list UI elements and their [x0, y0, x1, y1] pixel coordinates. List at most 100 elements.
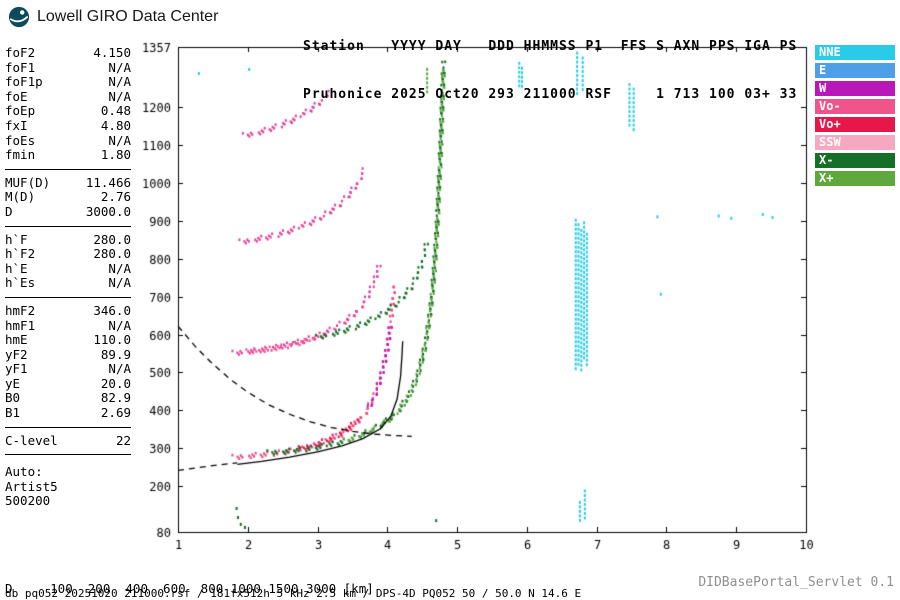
param-label: M(D) — [5, 189, 36, 205]
station-header-line2: Pruhonice 2025 Oct20 293 211000 RSF 1 71… — [303, 87, 798, 102]
param-value: N/A — [108, 74, 131, 90]
param-row: Auto: — [5, 465, 131, 480]
app-logo: Lowell GIRO Data Center — [8, 6, 218, 28]
param-row: D 3000.0 — [5, 203, 131, 220]
param-row: foF2 4.150 — [5, 45, 131, 61]
giro-globe-icon — [8, 6, 30, 28]
status-line: db pq052 20251020 211000.rsf / 181fx512h… — [5, 587, 582, 600]
doppler-direction-legend: NNE E W Vo- Vo+ SSW X- X+ — [815, 45, 895, 189]
param-row: fmin 1.80 — [5, 148, 131, 163]
param-label: 500200 — [5, 493, 51, 509]
param-label: foF1p — [5, 74, 43, 90]
legend-item-nne: NNE — [815, 45, 895, 60]
param-value: 280.0 — [93, 246, 131, 262]
param-row: hmF1 N/A — [5, 317, 131, 334]
param-row: h`E N/A — [5, 260, 131, 277]
param-value: 2.69 — [100, 405, 131, 421]
param-row: foE N/A — [5, 88, 131, 105]
param-value: N/A — [108, 260, 131, 276]
param-group: hmF2 346.0 hmF1 N/A hmE 110.0 yF2 89.9 yF1 N/A yE 2… — [5, 296, 131, 426]
param-row: MUF(D) 11.466 — [5, 174, 131, 191]
param-group: MUF(D) 11.466 M(D) 2.76 D 3000.0 — [5, 168, 131, 225]
legend-item-w: W — [815, 81, 895, 96]
param-label: yF2 — [5, 346, 28, 362]
legend-item-vo: Vo+ — [815, 117, 895, 132]
param-group: foF2 4.150 foF1 N/A foF1p N/A foE N/A foEp 0.48 fx… — [5, 44, 131, 168]
param-label: h`F — [5, 231, 28, 247]
param-row: h`Es N/A — [5, 276, 131, 291]
param-label: foEp — [5, 103, 36, 119]
param-label: foF2 — [5, 45, 36, 60]
param-row: foF1p N/A — [5, 75, 131, 90]
param-row: h`F 280.0 — [5, 231, 131, 248]
param-label: hmF2 — [5, 302, 36, 318]
param-value: 1.80 — [100, 147, 131, 163]
param-value: N/A — [108, 275, 131, 291]
param-row: yE 20.0 — [5, 375, 131, 392]
param-label: fxI — [5, 117, 28, 133]
param-row: foF1 N/A — [5, 59, 131, 76]
param-label: MUF(D) — [5, 174, 51, 190]
param-row: Artist5 — [5, 478, 131, 495]
param-value: 3000.0 — [85, 203, 131, 219]
param-value: 110.0 — [93, 332, 131, 348]
param-label: B1 — [5, 405, 21, 421]
param-value: 346.0 — [93, 302, 131, 318]
param-value: 0.48 — [100, 103, 131, 119]
app-logo-text: Lowell GIRO Data Center — [37, 8, 219, 25]
param-row: B0 82.9 — [5, 391, 131, 406]
param-value: 4.80 — [100, 117, 131, 133]
muf-distance-table: D 100 200 400 600 800 1000 1500 3000 [km… — [5, 553, 381, 600]
param-label: h`F2 — [5, 246, 36, 262]
param-label: Auto: — [5, 464, 43, 480]
legend-item-x: X+ — [815, 171, 895, 186]
param-label: yF1 — [5, 361, 28, 377]
param-value: N/A — [108, 132, 131, 148]
param-value: 11.466 — [85, 174, 131, 190]
param-label: fmin — [5, 147, 36, 163]
param-value: N/A — [108, 59, 131, 75]
param-label: C-level — [5, 432, 58, 448]
param-row: yF1 N/A — [5, 362, 131, 377]
param-label: h`E — [5, 260, 28, 276]
param-label: hmF1 — [5, 317, 36, 333]
param-row: hmF2 346.0 — [5, 302, 131, 319]
param-value: 4.150 — [93, 45, 131, 60]
param-row: fxI 4.80 — [5, 117, 131, 134]
param-value: 89.9 — [100, 346, 131, 362]
param-group: C-level 22 — [5, 426, 131, 454]
param-value: N/A — [108, 317, 131, 333]
param-row: hmE 110.0 — [5, 332, 131, 348]
param-label: B0 — [5, 390, 21, 406]
muf-table-distance-row: D 100 200 400 600 800 1000 1500 3000 [km… — [5, 581, 374, 596]
param-value: 280.0 — [93, 231, 131, 247]
parameter-panel: foF2 4.150 foF1 N/A foF1p N/A foE N/A foEp 0.48 fx… — [5, 44, 131, 514]
param-label: foE — [5, 88, 28, 104]
param-value: 2.76 — [100, 189, 131, 205]
legend-item-ssw: SSW — [815, 135, 895, 150]
param-value: 20.0 — [100, 375, 131, 391]
legend-item-vo: Vo- — [815, 99, 895, 114]
legend-item-x: X- — [815, 153, 895, 168]
param-value: N/A — [108, 88, 131, 104]
legend-item-e: E — [815, 63, 895, 78]
param-value: 22 — [115, 432, 131, 448]
param-value: 82.9 — [100, 390, 131, 406]
servlet-version-label: DIDBasePortal_Servlet 0.1 — [698, 575, 894, 590]
param-label: Artist5 — [5, 478, 58, 494]
param-label: foEs — [5, 132, 36, 148]
param-label: foF1 — [5, 59, 36, 75]
param-label: hmE — [5, 332, 28, 348]
param-row: B1 2.69 — [5, 405, 131, 421]
station-header: Station YYYY DAY DDD HHMMSS P1 FFS S AXN… — [303, 7, 797, 135]
param-group: h`F 280.0 h`F2 280.0 h`E N/A h`Es N/A — [5, 225, 131, 296]
param-row: foEs N/A — [5, 132, 131, 149]
param-group: Auto: Artist5 500200 — [5, 454, 131, 514]
param-row: C-level 22 — [5, 432, 131, 449]
param-row: foEp 0.48 — [5, 104, 131, 119]
param-value: N/A — [108, 361, 131, 377]
param-row: M(D) 2.76 — [5, 190, 131, 205]
param-row: 500200 — [5, 494, 131, 509]
